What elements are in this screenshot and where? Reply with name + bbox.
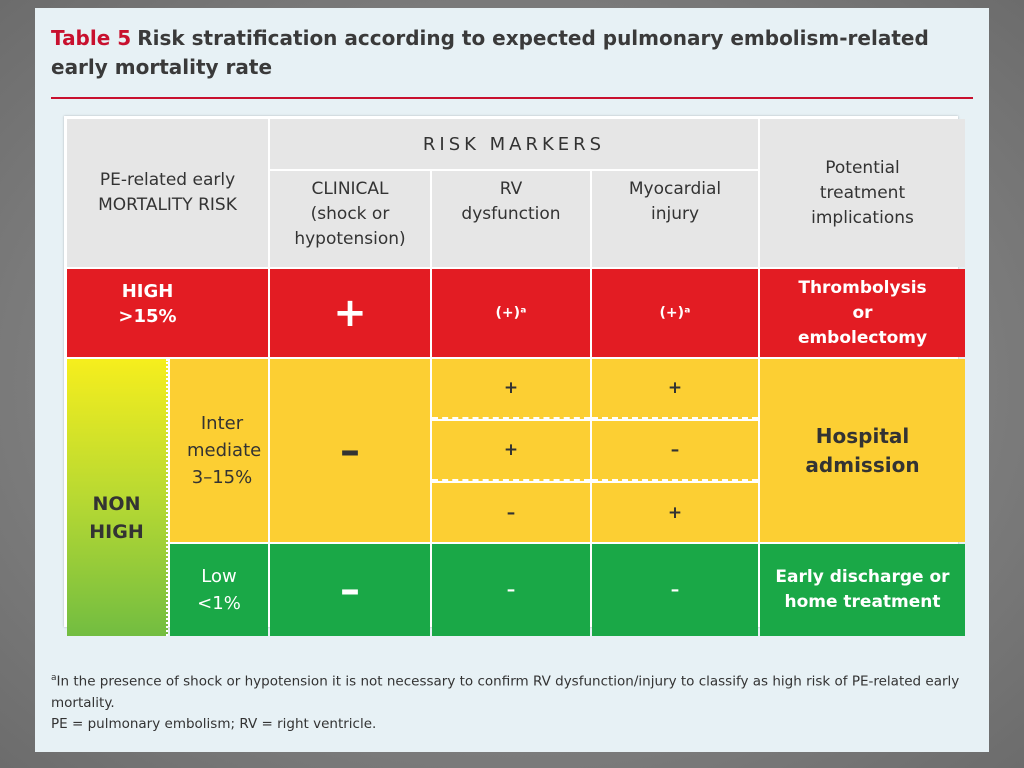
footnote-marker: a — [51, 673, 57, 683]
header-treatment: Potential treatment implications — [760, 119, 965, 267]
high-rv-value: (+)ᵃ — [432, 269, 590, 357]
low-risk-cell: Low <1% — [170, 544, 268, 636]
high-treatment: Thrombolysis or embolectomy — [760, 269, 965, 357]
intermediate-rv-value-2: + — [432, 421, 590, 481]
intermediate-clinical-value: – — [270, 359, 430, 542]
intermediate-label: Inter mediate — [187, 413, 262, 461]
intermediate-myo-value-1: + — [592, 359, 758, 419]
low-myo-value: – — [592, 544, 758, 636]
risk-table: PE-related early MORTALITY RISK RISK MAR… — [64, 116, 965, 636]
high-risk-range: >15% — [118, 306, 177, 327]
intermediate-rv-value-3: – — [432, 483, 590, 542]
table-title-text: Risk stratification according to expecte… — [51, 26, 929, 79]
header-myocardial-injury: Myocardial injury — [592, 171, 758, 267]
high-risk-label: HIGH — [121, 281, 174, 302]
low-clinical-value: – — [270, 544, 430, 636]
footnote-note: aIn the presence of shock or hypotension… — [51, 668, 971, 714]
table-number: Table 5 — [51, 26, 132, 50]
table-title: Table 5 Risk stratification according to … — [51, 24, 971, 82]
low-treatment: Early discharge or home treatment — [760, 544, 965, 636]
document-page: Table 5 Risk stratification according to … — [35, 8, 989, 752]
intermediate-range: 3–15% — [191, 467, 253, 488]
header-clinical: CLINICAL (shock or hypotension) — [270, 171, 430, 267]
intermediate-risk-cell: Inter mediate 3–15% — [170, 359, 268, 542]
nonhigh-risk-label: NON HIGH — [67, 359, 168, 636]
intermediate-myo-value-2: – — [592, 421, 758, 481]
header-mortality-risk: PE-related early MORTALITY RISK — [67, 119, 268, 267]
low-rv-value: – — [432, 544, 590, 636]
header-risk-markers: RISK MARKERS — [270, 119, 758, 169]
header-rv-dysfunction: RV dysfunction — [432, 171, 590, 267]
intermediate-treatment: Hospital admission — [760, 359, 965, 542]
high-clinical-value: + — [270, 269, 430, 357]
high-risk-cell: HIGH >15% — [67, 269, 268, 357]
intermediate-myo-value-3: + — [592, 483, 758, 542]
high-myo-value: (+)ᵃ — [592, 269, 758, 357]
footnote: aIn the presence of shock or hypotension… — [51, 668, 971, 735]
footnote-abbreviations: PE = pulmonary embolism; RV = right vent… — [51, 715, 377, 732]
low-label: Low — [201, 566, 237, 587]
title-rule — [51, 97, 973, 99]
intermediate-rv-value-1: + — [432, 359, 590, 419]
footnote-text: In the presence of shock or hypotension … — [51, 673, 960, 711]
low-range: <1% — [197, 593, 241, 614]
